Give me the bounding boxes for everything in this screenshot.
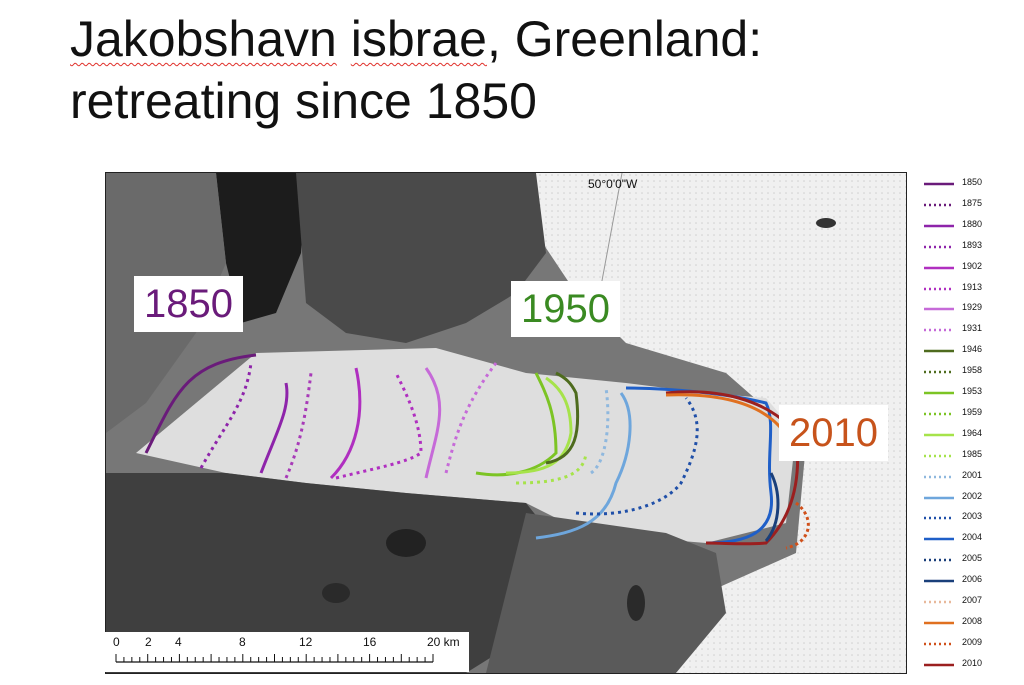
legend-item: 1880 [922,218,1022,234]
legend-swatch [924,391,954,395]
legend-item: 2010 [922,657,1022,673]
legend-label: 2008 [962,615,983,626]
legend-label: 1958 [962,365,983,376]
calving-front-lines [144,353,810,550]
title-line1-rest: , Greenland: [486,11,763,67]
ice-sheet [536,173,906,673]
legend-item: 1958 [922,364,1022,380]
legend-label: 2007 [962,595,983,605]
legend-swatch [924,182,954,186]
scale-label: 2 [145,635,152,649]
legend-item: 1946 [922,343,1022,359]
callout-1850: 1850 [134,276,243,332]
legend-swatch [924,621,954,625]
legend-item: 1893 [922,239,1022,255]
legend-label: 2004 [962,532,983,543]
legend-item: 1929 [922,301,1022,317]
legend-item: 1850 [922,176,1022,192]
legend-swatch [924,558,954,562]
legend-label: 1964 [962,427,983,438]
legend-label: 1985 [962,448,983,459]
legend-swatch [924,454,954,457]
legend-label: 1850 [962,177,983,187]
legend-swatch [924,203,954,207]
legend-label: 2005 [962,553,983,564]
legend-label: 1953 [962,386,983,396]
scale-label: 0 [113,635,120,649]
legend-label: 1913 [962,281,983,292]
legend-item: 1875 [922,197,1022,213]
fjord-ice [136,348,796,543]
legend-swatch [924,224,954,228]
legend-item: 2005 [922,552,1022,568]
legend-label: 1929 [962,302,983,313]
legend-label: 2003 [962,511,983,522]
legend-label: 1880 [962,218,983,229]
legend-swatch [924,370,954,374]
legend-swatch [924,433,954,437]
legend-swatch [924,412,954,416]
legend-swatch [924,287,954,290]
legend-label: 2010 [962,657,983,668]
scale-label: 4 [175,635,182,649]
scale-label: 8 [239,635,246,649]
legend-item: 2002 [922,490,1022,506]
satellite-image [106,173,906,673]
legend-swatch [924,579,954,583]
legend-label: 1893 [962,239,983,250]
scale-bar: 0 2 4 8 12 16 20 km [105,632,469,672]
legend-label: 2002 [962,490,983,501]
legend-label: 2006 [962,574,983,585]
legend-swatch [924,600,954,604]
title-word-isbrae: isbrae [350,11,487,67]
legend-swatch [924,496,954,499]
legend-item: 2009 [922,636,1022,652]
title-word-jakobshavn: Jakobshavn [70,11,337,67]
legend-label: 2001 [962,469,983,480]
legend-label: 1946 [962,344,983,355]
legend-item: 2006 [922,573,1022,589]
legend-swatch [924,329,954,332]
legend-label: 1902 [962,260,983,271]
legend-swatch [924,308,954,311]
legend-item: 1913 [922,281,1022,297]
legend-item: 2007 [922,594,1022,610]
scale-ruler [115,654,434,663]
legend-swatch [924,642,954,646]
legend-item: 2008 [922,615,1022,631]
callout-2010: 2010 [779,405,888,461]
legend-item: 1964 [922,427,1022,443]
legend-swatch [924,517,954,520]
legend-item: 2003 [922,510,1022,526]
legend-swatch [924,349,954,353]
legend-label: 2009 [962,636,983,647]
legend-item: 1902 [922,260,1022,276]
legend-item: 1931 [922,322,1022,338]
legend-item: 1953 [922,385,1022,401]
longitude-label: 50°0'0"W [588,177,638,191]
scale-label: 20 km [427,635,460,649]
callout-1950: 1950 [511,281,620,337]
legend-item: 1959 [922,406,1022,422]
scale-label: 16 [363,635,377,649]
legend-swatch [924,266,954,269]
title-line2: retreating since 1850 [70,73,537,129]
legend-label: 1931 [962,323,983,334]
legend-item: 2001 [922,469,1022,485]
scale-label: 12 [299,635,313,649]
legend-label: 1875 [962,197,983,208]
legend-swatch [924,475,954,478]
legend: 1850 1875 1880 1893 1902 1913 1929 1931 1946 1958… [922,176,1022,676]
legend-label: 1959 [962,406,983,417]
legend-swatch [924,538,954,541]
glacier-map: 50°0'0"W [105,172,907,674]
legend-item: 1985 [922,448,1022,464]
slide-title: Jakobshavn isbrae, Greenland: retreating… [70,8,970,132]
legend-swatch [924,663,954,666]
legend-item: 2004 [922,531,1022,547]
legend-swatch [924,245,954,248]
